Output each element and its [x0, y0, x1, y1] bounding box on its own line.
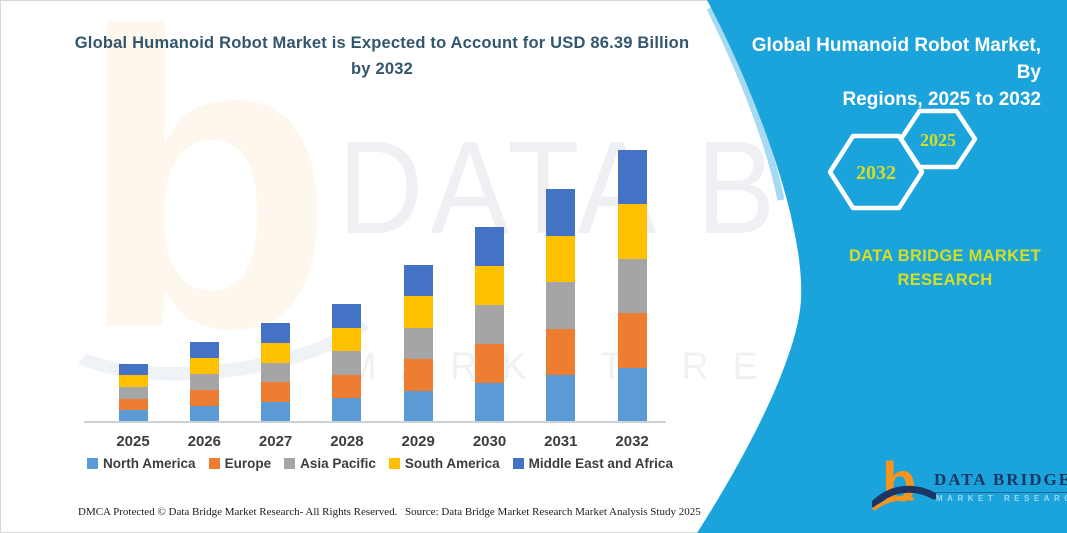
bar-2027: [261, 323, 291, 422]
bar-segment-asia-pacific: [189, 373, 219, 390]
logo-wordmark: DATA BRIDGE: [934, 470, 1067, 493]
bar-segment-middle-east-and-africa: [617, 149, 647, 204]
bar-segment-europe: [332, 374, 362, 399]
bar-2031: [546, 189, 576, 422]
legend-label: North America: [103, 456, 196, 471]
watermark-text: DATA BRIDGE: [338, 114, 1067, 263]
legend-swatch-icon: [284, 458, 296, 469]
year-label-2028: 2028: [330, 433, 364, 450]
bar-segment-middle-east-and-africa: [261, 323, 291, 343]
bar-segment-europe: [546, 328, 576, 376]
bar-2028: [332, 304, 362, 422]
legend-swatch-icon: [208, 458, 220, 469]
hexagon-2025-label: 2025: [920, 130, 956, 150]
page-title: Global Humanoid Robot Market is Expected…: [52, 30, 712, 82]
legend-label: Asia Pacific: [300, 456, 376, 471]
bar-segment-asia-pacific: [403, 327, 433, 359]
bar-segment-europe: [118, 398, 148, 411]
bar-segment-north-america: [189, 405, 219, 422]
year-label-2031: 2031: [544, 433, 578, 450]
logo-subtext: MARKET RESEARCH: [936, 494, 1067, 503]
bar-segment-europe: [261, 382, 291, 403]
year-label-2032: 2032: [615, 433, 649, 450]
bar-segment-south-america: [261, 342, 291, 363]
x-axis: [84, 421, 666, 423]
side-panel-title-line2: Regions, 2025 to 2032: [842, 89, 1041, 110]
brand-caption: DATA BRIDGE MARKET RESEARCH: [848, 247, 1042, 289]
bar-segment-europe: [617, 313, 647, 368]
bar-segment-south-america: [118, 375, 148, 387]
bar-segment-north-america: [261, 402, 291, 422]
bar-segment-middle-east-and-africa: [332, 304, 362, 328]
legend-label: Middle East and Africa: [528, 456, 673, 471]
legend-swatch-icon: [388, 458, 400, 469]
bar-segment-north-america: [546, 375, 576, 422]
bar-segment-south-america: [403, 296, 433, 328]
bar-segment-middle-east-and-africa: [546, 189, 576, 236]
year-label-2026: 2026: [187, 433, 221, 450]
year-label-2025: 2025: [116, 433, 150, 450]
footer-dmca: DMCA Protected © Data Bridge Market Rese…: [78, 506, 398, 518]
legend-item-south-america: South America: [388, 456, 500, 471]
bar-segment-europe: [475, 343, 504, 383]
side-panel-title: Global Humanoid Robot Market, By Regions…: [731, 32, 1041, 113]
legend-item-asia-pacific: Asia Pacific: [284, 456, 376, 471]
bar-segment-south-america: [475, 265, 504, 305]
bar-2025: [118, 363, 148, 422]
bar-segment-north-america: [403, 390, 433, 422]
logo-swoosh-icon: [872, 485, 936, 510]
bar-segment-north-america: [617, 367, 647, 422]
bar-segment-north-america: [332, 398, 362, 422]
bar-segment-asia-pacific: [332, 351, 362, 375]
legend-label: Europe: [224, 456, 272, 471]
bar-segment-south-america: [189, 357, 219, 374]
bar-2032: [617, 149, 647, 422]
bar-2026: [189, 341, 219, 422]
bar-segment-asia-pacific: [617, 258, 647, 313]
bar-2029: [403, 264, 433, 422]
hexagon-2025: [898, 108, 978, 170]
bar-segment-middle-east-and-africa: [403, 264, 433, 296]
side-panel-title-line1: Global Humanoid Robot Market, By: [751, 35, 1041, 83]
bar-segment-middle-east-and-africa: [189, 341, 219, 358]
page-title-line1: Global Humanoid Robot Market is Expected…: [74, 34, 690, 52]
bar-segment-middle-east-and-africa: [118, 363, 148, 376]
year-label-2029: 2029: [401, 433, 435, 450]
year-label-2030: 2030: [472, 433, 507, 450]
legend-item-north-america: North America: [87, 456, 196, 471]
bar-segment-asia-pacific: [118, 386, 148, 399]
bar-segment-asia-pacific: [546, 282, 576, 329]
hexagon-2032: [827, 133, 925, 211]
bar-segment-north-america: [118, 410, 148, 422]
bar-segment-europe: [403, 359, 433, 391]
brand-logo: b DATA BRIDGE MARKET RESEARCH: [872, 452, 1067, 522]
year-label-2027: 2027: [258, 433, 293, 450]
bar-segment-south-america: [617, 204, 647, 259]
bar-2030: [475, 226, 504, 422]
legend: North America Europe Asia Pacific South Ame…: [55, 456, 705, 471]
legend-swatch-icon: [512, 458, 524, 469]
legend-item-europe: Europe: [208, 456, 272, 471]
legend-swatch-icon: [87, 458, 99, 469]
hexagon-2032-label: 2032: [856, 162, 896, 184]
legend-item-middle-east-and-africa: Middle East and Africa: [512, 456, 673, 471]
bar-segment-north-america: [475, 382, 504, 422]
bar-segment-asia-pacific: [475, 304, 504, 344]
watermark-subtext: MARKET RESEARCH: [345, 346, 1067, 388]
footer-source: Source: Data Bridge Market Research Mark…: [405, 506, 701, 518]
bar-segment-south-america: [332, 327, 362, 352]
bar-segment-middle-east-and-africa: [475, 226, 504, 266]
page-title-line2: by 2032: [351, 60, 413, 78]
bar-segment-europe: [189, 389, 219, 406]
bar-segment-asia-pacific: [261, 362, 291, 383]
legend-label: South America: [404, 456, 500, 471]
bar-segment-south-america: [546, 235, 576, 283]
